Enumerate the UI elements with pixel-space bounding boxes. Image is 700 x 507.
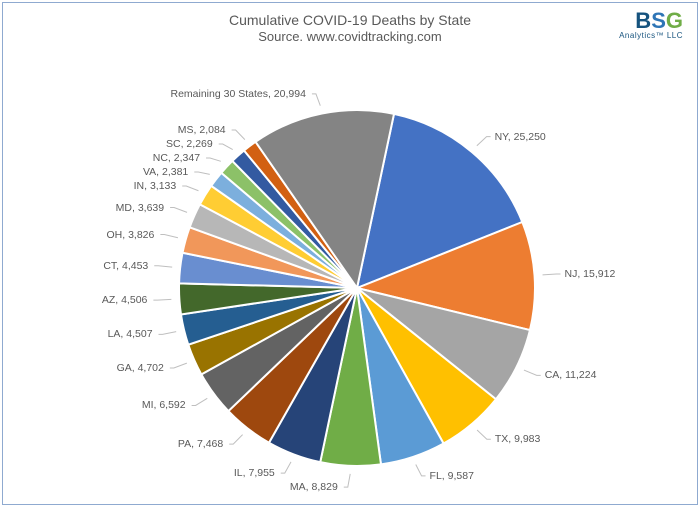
leader-line <box>229 435 242 444</box>
slice-label: LA, 4,507 <box>108 329 153 340</box>
slice-label: NJ, 15,912 <box>565 269 616 280</box>
slice-label: CA, 11,224 <box>545 370 597 381</box>
leader-line <box>524 370 541 375</box>
slice-label: NC, 2,347 <box>153 153 200 164</box>
pie-chart: NY, 25,250 NJ, 15,912 CA, 11,224 TX, 9,983 F… <box>3 3 697 504</box>
slice-label: IL, 7,955 <box>234 468 275 479</box>
slice-label: SC, 2,269 <box>166 139 213 150</box>
slice-label: MS, 2,084 <box>178 125 226 136</box>
slice-label: IN, 3,133 <box>134 181 177 192</box>
slice-label: Remaining 30 States, 20,994 <box>171 89 306 100</box>
leader-line <box>543 274 561 275</box>
leader-line <box>416 464 426 475</box>
leader-line <box>170 208 187 213</box>
leader-line <box>160 235 178 238</box>
leader-line <box>159 332 177 335</box>
leader-line <box>170 363 187 368</box>
slice-label: MD, 3,639 <box>116 203 164 214</box>
leader-line <box>232 130 245 140</box>
slice-label: PA, 7,468 <box>178 439 223 450</box>
slice-label: AZ, 4,506 <box>102 295 148 306</box>
leader-line <box>477 430 491 439</box>
leader-line <box>154 266 172 267</box>
leader-line <box>344 474 350 487</box>
leader-line <box>281 462 291 473</box>
slice-label: OH, 3,826 <box>107 230 155 241</box>
leader-line <box>194 172 209 174</box>
slice-label: CT, 4,453 <box>103 261 148 272</box>
slice-label: VA, 2,381 <box>143 167 188 178</box>
leader-line <box>182 186 198 191</box>
slice-label: GA, 4,702 <box>117 363 164 374</box>
chart-frame: Cumulative COVID-19 Deaths by State Sour… <box>2 2 698 505</box>
leader-line <box>477 137 491 146</box>
slice-label: FL, 9,587 <box>430 471 474 482</box>
leader-line <box>312 94 320 106</box>
slice-label: MA, 8,829 <box>290 482 338 493</box>
slice-label: TX, 9,983 <box>495 434 541 445</box>
leader-line <box>153 299 171 300</box>
leader-line <box>206 158 221 161</box>
leader-line <box>192 398 208 405</box>
slice-label: NY, 25,250 <box>495 132 546 143</box>
leader-line <box>219 144 233 150</box>
slice-label: MI, 6,592 <box>142 400 186 411</box>
pie-svg <box>3 3 699 506</box>
